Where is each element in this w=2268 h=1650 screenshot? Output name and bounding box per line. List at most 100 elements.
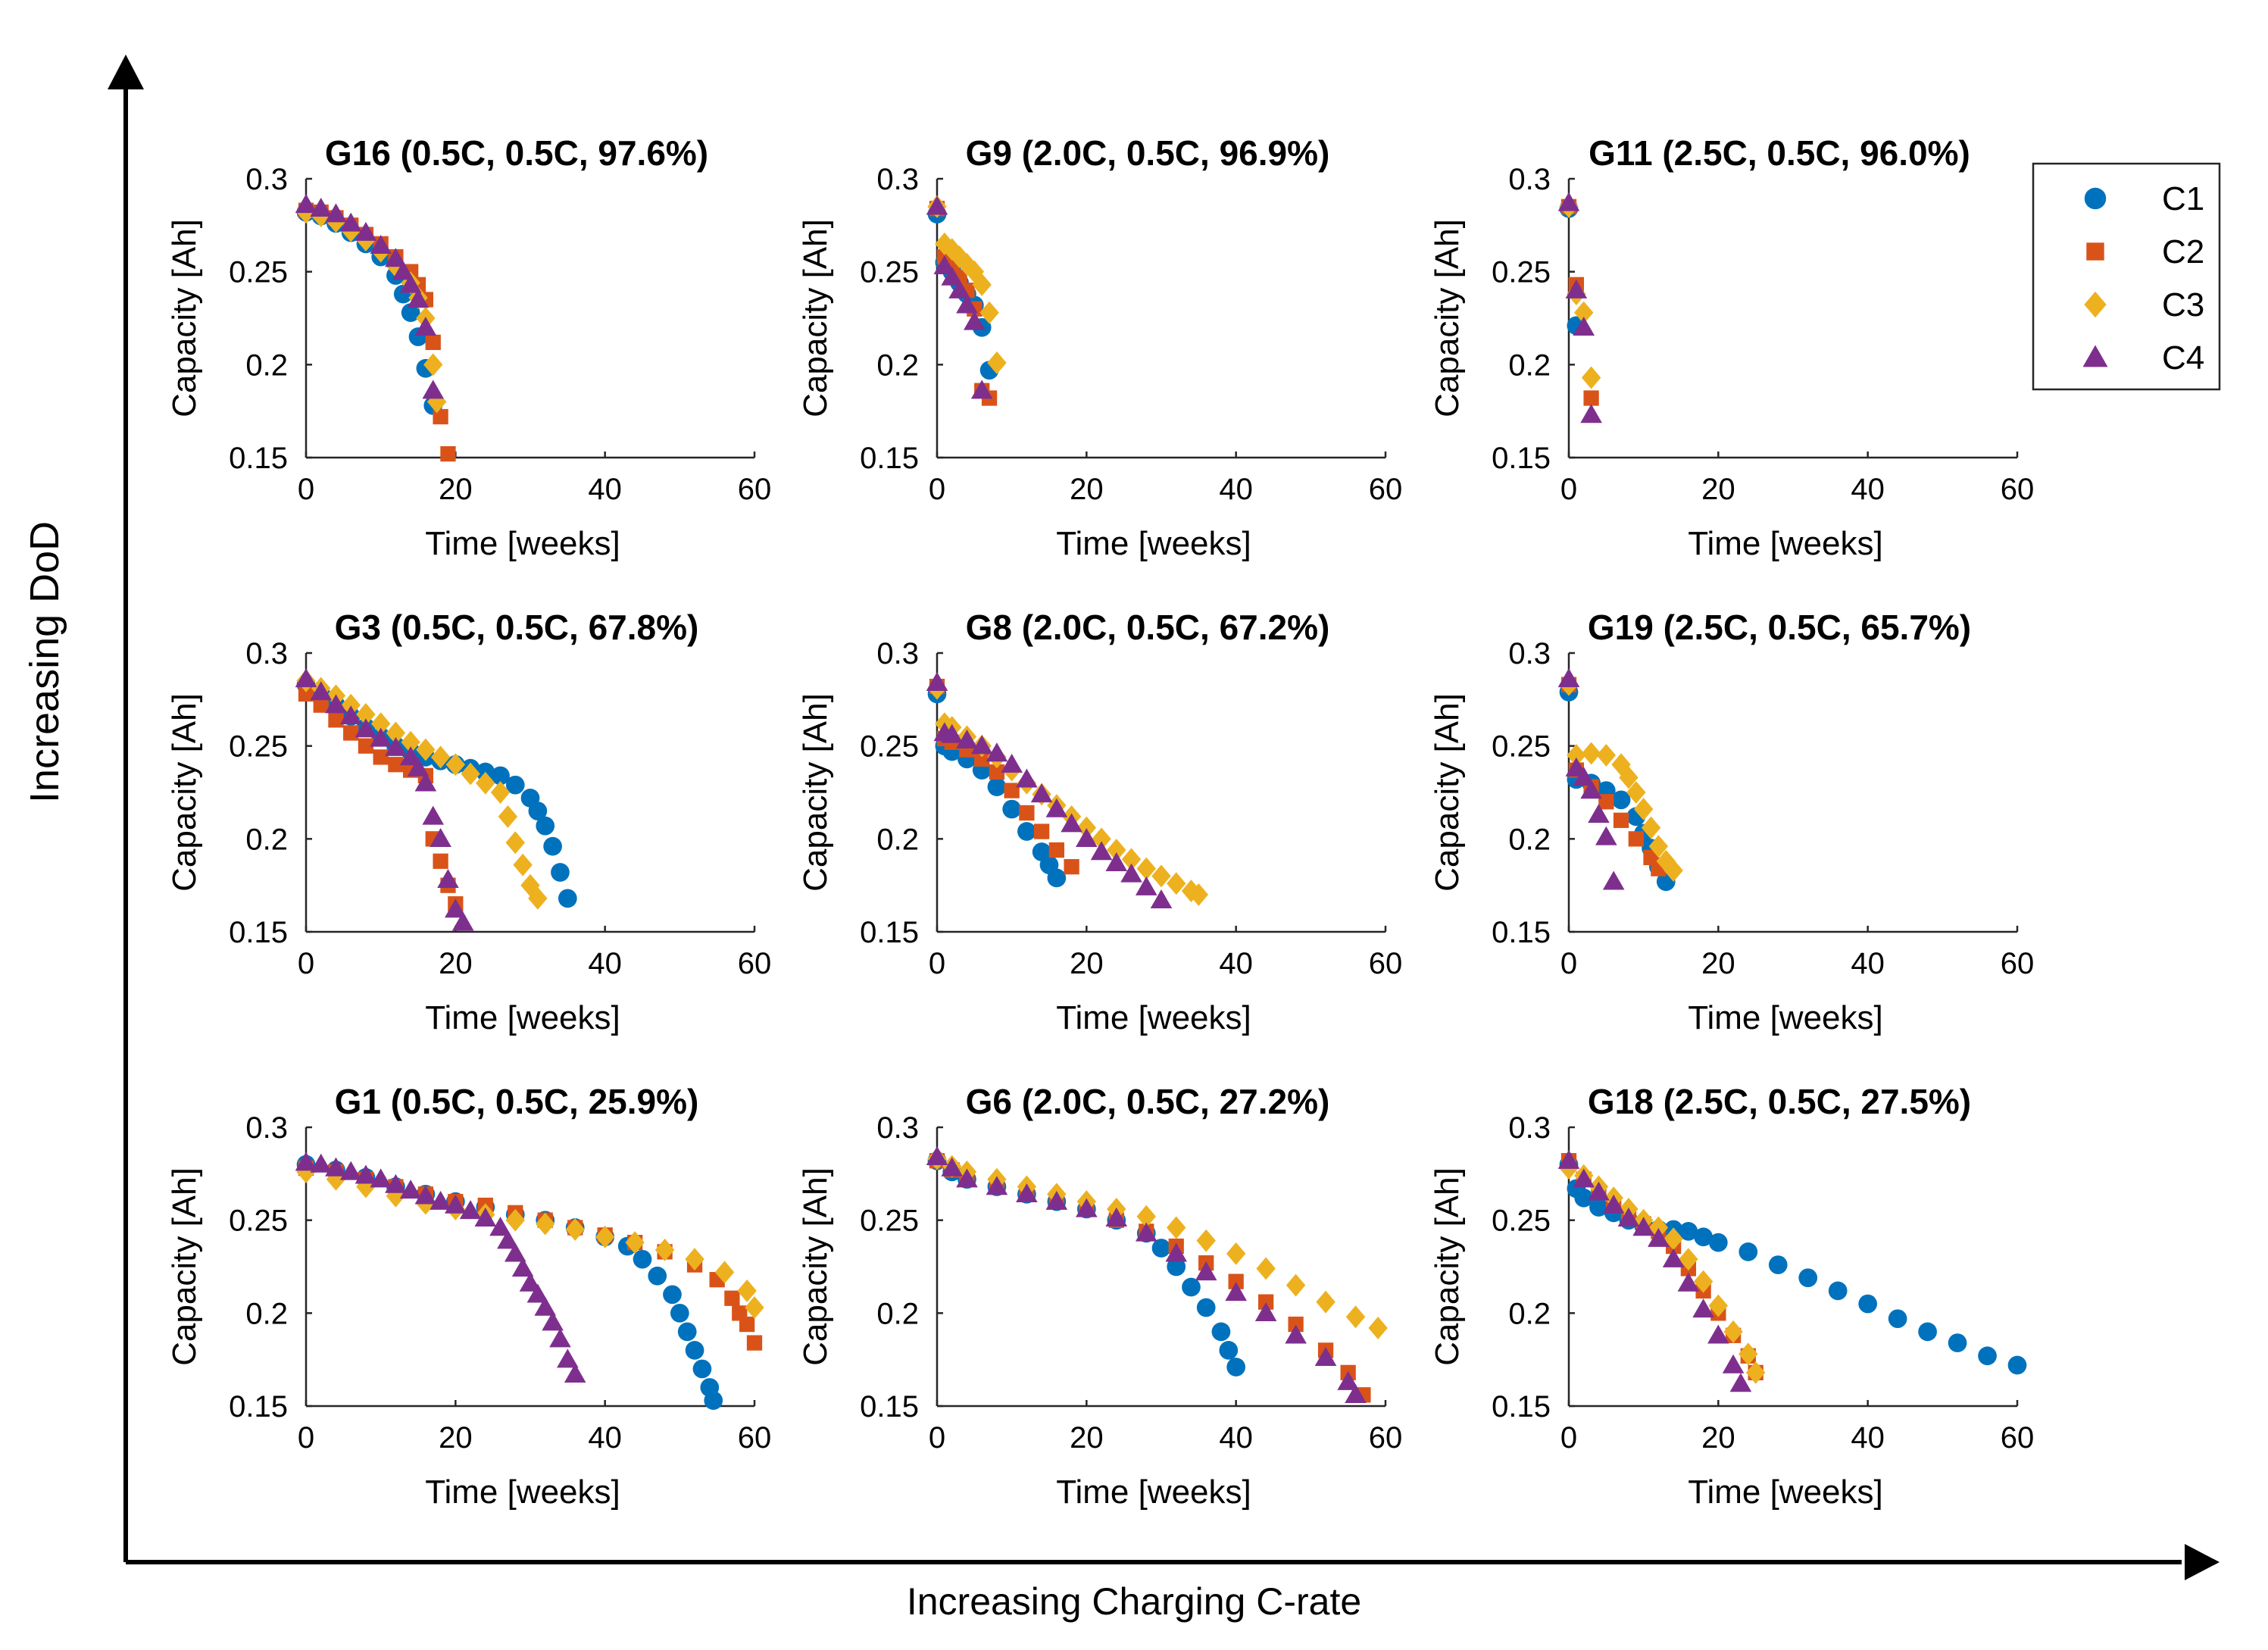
data-point [511,1258,534,1277]
data-point [505,831,525,855]
y-tick-label: 0.3 [1508,637,1551,670]
data-point [513,853,533,877]
legend-marker [2084,291,2107,318]
data-point [1019,805,1035,821]
y-tick-label: 0.25 [1492,256,1551,289]
data-point [339,705,362,725]
data-point [433,408,448,425]
data-point [564,1363,586,1383]
data-point [1602,870,1625,890]
y-tick-label: 0.15 [229,916,288,949]
data-point [407,757,430,777]
data-point [526,1283,549,1303]
data-point [504,1242,526,1262]
y-tick-label: 0.2 [1508,823,1551,856]
c-rate-arrow-head [2185,1544,2220,1580]
data-point [670,1303,689,1323]
data-point [1611,790,1631,810]
panel-title: G11 (2.5C, 0.5C, 96.0%) [1589,133,1970,173]
data-point [970,380,993,399]
panel-title: G9 (2.0C, 0.5C, 96.9%) [966,133,1330,173]
series-c4 [926,671,1173,909]
data-point [685,1248,704,1271]
data-point [941,1157,964,1177]
data-point [1016,1183,1038,1203]
data-point [1090,841,1113,861]
data-point [489,1217,511,1236]
data-point [1888,1309,1907,1329]
data-point [549,1328,571,1348]
data-point [1167,872,1186,895]
panel-title: G8 (2.0C, 0.5C, 67.2%) [966,608,1330,647]
x-tick-label: 0 [1560,1421,1577,1455]
data-point [520,873,540,897]
x-tick-label: 20 [1701,1421,1735,1455]
data-point [1588,1181,1610,1201]
data-point [724,1290,740,1306]
data-point [370,1168,392,1188]
data-point [1225,1282,1247,1302]
x-tick-label: 20 [1070,947,1104,980]
data-point [385,1173,407,1193]
x-tick-label: 20 [1701,947,1735,980]
data-point [1557,192,1580,211]
data-point [1707,1324,1729,1344]
data-point [926,671,948,691]
data-point [1588,804,1610,823]
legend-box [2032,162,2221,391]
data-point [295,668,317,688]
data-point [633,1249,652,1269]
panel-title: G1 (0.5C, 0.5C, 25.9%) [335,1082,699,1121]
data-point [401,730,420,754]
legend-entry-c1: C1 [2084,180,2204,217]
data-point [505,775,525,795]
data-point [1648,835,1669,858]
x-tick-label: 0 [298,1421,314,1455]
data-point [399,746,422,766]
data-point [1314,1346,1337,1366]
x-tick-label: 60 [1369,947,1403,980]
series-c3 [1559,1157,1766,1384]
panel-5: 0 20 40 60 0.15 0.2 0.25 0.3 G8 (2.0C, 0.5C, 67.… [797,608,1402,1036]
data-point [445,1194,467,1214]
data-point [941,266,964,286]
data-point [1151,1239,1171,1258]
x-tick-label: 40 [1219,1421,1253,1455]
data-point [392,261,414,280]
panel-8: 0 20 40 60 0.15 0.2 0.25 0.3 G6 (2.0C, 0.5C, 27.… [797,1082,1402,1511]
data-point [1196,1229,1216,1252]
data-point [1076,816,1097,839]
panel-title: G16 (0.5C, 0.5C, 97.6%) [325,133,708,173]
data-point [519,1272,542,1292]
x-tick-label: 60 [738,1421,772,1455]
data-point [295,1152,317,1171]
x-tick-label: 0 [1560,947,1577,980]
data-point [1316,1290,1335,1314]
series-c3 [296,1160,764,1319]
data-point [451,911,474,931]
data-point [474,1207,497,1227]
data-point [986,742,1008,762]
x-axis-label: Time [weeks] [1688,525,1883,562]
x-axis-label: Time [weeks] [1056,1473,1251,1511]
x-tick-label: 20 [439,473,473,506]
data-point [1694,1227,1713,1247]
data-point [1288,1316,1304,1333]
data-point [1165,1242,1188,1262]
data-point [414,772,437,792]
data-point [433,853,448,869]
data-point [298,686,314,702]
y-tick-label: 0.3 [245,1111,288,1145]
data-point [407,289,430,308]
y-tick-label: 0.15 [860,442,919,475]
x-tick-label: 40 [588,947,622,980]
data-point [1633,798,1654,821]
y-tick-label: 0.2 [1508,348,1551,382]
data-point [498,805,518,828]
data-point [1016,768,1038,788]
data-point [341,693,361,717]
y-tick-label: 0.15 [229,1390,288,1423]
y-tick-label: 0.25 [1492,1205,1551,1238]
data-point [1092,827,1111,851]
